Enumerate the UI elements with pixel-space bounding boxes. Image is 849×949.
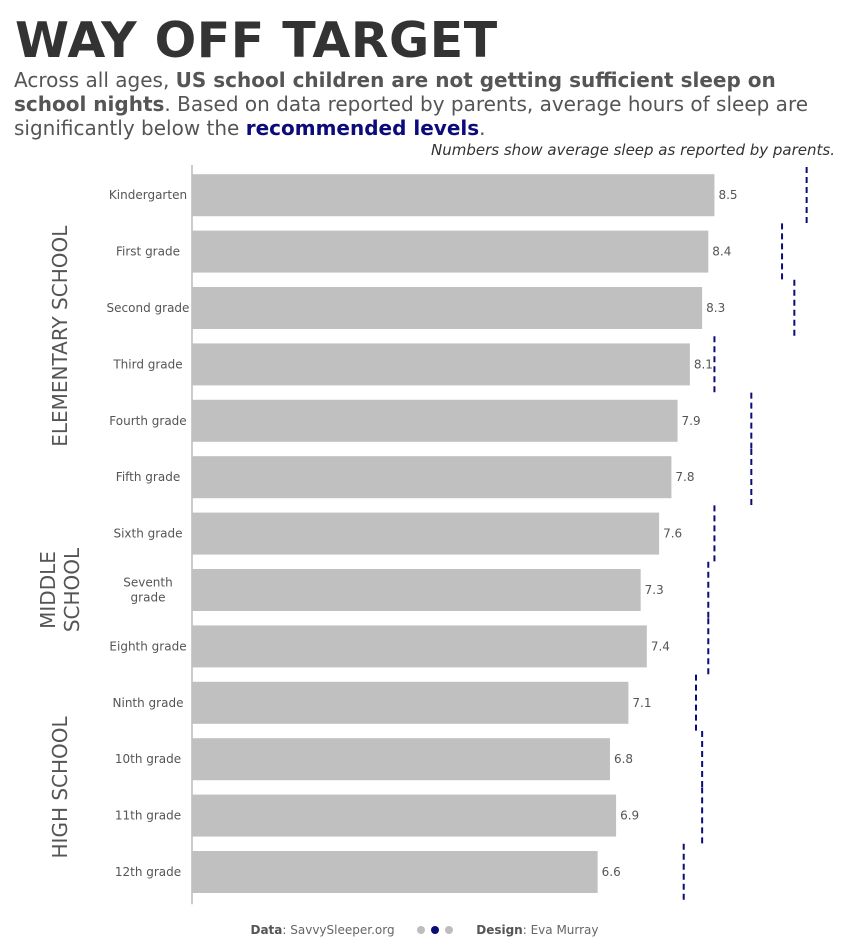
category-label: Third grade	[112, 357, 182, 371]
bar	[192, 625, 647, 668]
data-label: 7.4	[651, 639, 670, 653]
group-label-line: SCHOOL	[60, 547, 84, 632]
category-label-line: Sixth grade	[113, 527, 182, 541]
data-label: 7.9	[682, 414, 701, 428]
category-label-line: First grade	[116, 245, 180, 259]
data-label: 8.4	[712, 245, 731, 259]
category-label: Eighth grade	[109, 639, 186, 653]
data-label: 8.1	[694, 357, 713, 371]
bar	[192, 287, 703, 329]
data-label: 6.8	[614, 752, 633, 766]
chart-subtitle: Across all ages, US school children are …	[14, 68, 834, 140]
footer-designer: : Eva Murray	[522, 923, 599, 937]
group-label-line: MIDDLE	[36, 551, 60, 629]
group-label: HIGH SCHOOL	[48, 715, 72, 858]
category-label-line: Fourth grade	[109, 414, 186, 428]
category-label-line: Kindergarten	[109, 188, 187, 202]
footer-data-source: : SavvySleeper.org	[282, 923, 395, 937]
data-label: 7.3	[645, 583, 664, 597]
bar	[192, 230, 709, 273]
bar	[192, 681, 629, 724]
category-label: Seventh grade	[123, 576, 172, 605]
data-label: 7.6	[663, 527, 682, 541]
subtitle-part-3: . Based on data reported by parents, ave…	[14, 92, 809, 140]
category-label-line: 11th grade	[115, 809, 181, 823]
category-label-line: Seventh	[123, 576, 172, 590]
footer-data-label: Data	[250, 923, 283, 937]
category-label: First grade	[116, 245, 180, 259]
category-label-line: grade	[131, 591, 166, 605]
category-label: 12th grade	[115, 865, 181, 879]
group-label: ELEMENTARY SCHOOL	[48, 225, 72, 447]
bar	[192, 851, 598, 893]
data-label: 7.8	[675, 470, 694, 484]
data-label: 8.5	[718, 188, 737, 202]
data-label: 8.3	[706, 301, 725, 315]
category-label: Fourth grade	[109, 414, 186, 428]
category-label: 10th grade	[115, 752, 181, 766]
bar	[192, 174, 715, 217]
group-label-line: HIGH SCHOOL	[48, 715, 72, 858]
footer-design-label: Design	[476, 923, 523, 937]
data-label: 7.1	[632, 696, 651, 710]
bar	[192, 456, 672, 499]
bar	[192, 794, 617, 837]
group-label: MIDDLESCHOOL	[36, 547, 84, 632]
bar	[192, 569, 641, 611]
category-label-line: 12th grade	[115, 865, 181, 879]
footer-dot-icon	[431, 925, 440, 934]
category-label-line: Second grade	[107, 301, 190, 315]
bar	[192, 343, 690, 386]
category-label: Fifth grade	[116, 470, 180, 484]
subtitle-recommended-levels: recommended levels	[245, 116, 480, 140]
subtitle-part-1: Across all ages,	[14, 68, 176, 92]
data-label: 6.9	[620, 809, 639, 823]
category-label: Second grade	[107, 301, 190, 315]
category-label-line: Eighth grade	[109, 639, 186, 653]
category-label: Sixth grade	[113, 527, 182, 541]
bar	[192, 512, 660, 555]
category-label: 11th grade	[115, 809, 181, 823]
category-label-line: Third grade	[112, 357, 182, 371]
footer-dots	[414, 923, 456, 937]
data-label: 6.6	[602, 865, 621, 879]
sleep-bar-chart: 8.5 Kindergarten 8.4 First grade 8.3 Second g…	[36, 165, 808, 905]
category-label-line: Fifth grade	[116, 470, 180, 484]
category-label: Ninth grade	[113, 696, 184, 710]
footer: Data: SavvySleeper.org Design: Eva Murra…	[0, 923, 849, 937]
chart-note: Numbers show average sleep as reported b…	[431, 141, 835, 159]
chart-title: WAY OFF TARGET	[15, 12, 498, 69]
group-label-line: ELEMENTARY SCHOOL	[48, 225, 72, 447]
bar	[192, 738, 610, 781]
subtitle-emphasis: US school children are not getting suffi…	[14, 68, 776, 116]
footer-dot-icon	[445, 925, 454, 934]
footer-dot-icon	[417, 925, 426, 934]
category-label-line: 10th grade	[115, 752, 181, 766]
category-label: Kindergarten	[109, 188, 187, 202]
subtitle-part-5: .	[479, 116, 486, 140]
bar	[192, 399, 678, 442]
category-label-line: Ninth grade	[113, 696, 184, 710]
